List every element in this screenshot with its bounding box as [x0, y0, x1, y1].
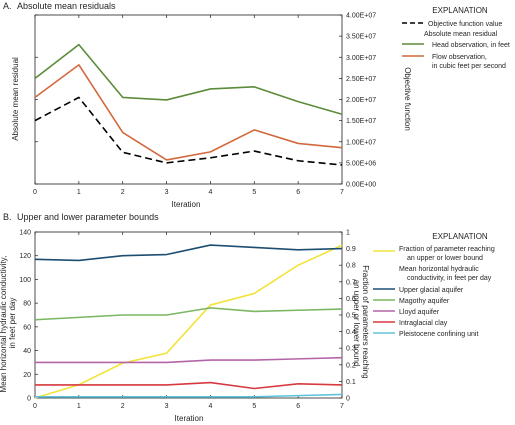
panel-b-y2-tick-label: 0.6: [346, 296, 356, 303]
panel-a-y2-tick-label: 3.50E+07: [346, 34, 376, 41]
legend-fraction-label-line1: Fraction of parameter reaching: [399, 246, 495, 253]
panel-b-legend-subhead-line2: conductivity, in feet per day: [407, 275, 492, 282]
panel-b-y-tick-label: 0: [27, 396, 31, 403]
panel-b-x-tick-label: 1: [77, 403, 81, 410]
panel-a-x-tick-label: 1: [77, 189, 81, 196]
panel-b-y2-tick-label: 0.3: [346, 346, 356, 353]
panel-b-xlabel: Iteration: [175, 414, 204, 423]
panel-a-y2-tick-label: 1.00E+07: [346, 139, 376, 146]
panel-a-x-tick-label: 2: [121, 189, 125, 196]
panel-b-legend-subhead-line1: Mean horizontal hydraulic: [399, 266, 479, 273]
panel-b-y-tick-label: 40: [23, 348, 31, 355]
panel-b-series-magothy-line: [34, 307, 343, 321]
panel-a-y2-tick-label: 5.00E+06: [346, 160, 376, 167]
panel-b-y2-tick-label: 0.7: [346, 279, 356, 286]
legend-magothy-label: Magothy aquifer: [399, 298, 450, 305]
panel-a-y2-tick-label: 2.50E+07: [346, 76, 376, 83]
legend-pleistocene-label: Pleistocene confining unit: [399, 331, 478, 338]
panel-b-series-fraction-line: [34, 244, 343, 399]
panel-b-x-tick-label: 0: [33, 403, 37, 410]
legend-objective-label: Objective function value: [428, 21, 502, 28]
legend-lloyd-label: Lloyd aquifer: [399, 309, 440, 316]
panel-b-x-tick-label: 4: [208, 403, 212, 410]
legend-flow-label: Flow observation, in cubic feet per seco…: [432, 54, 506, 70]
panel-b-legend-subhead: Mean horizontal hydraulic conductivity, …: [399, 266, 492, 282]
panel-b-x-tick-label: 3: [165, 403, 169, 410]
legend-flow-label-line2: in cubic feet per second: [432, 63, 506, 70]
panel-b-series-intraglacial-line: [35, 381, 343, 390]
panel-a-series-head-line: [34, 43, 343, 116]
panel-a-x-tick-label: 3: [165, 189, 169, 196]
panel-a-y2-tick-label: 2.00E+07: [346, 97, 376, 104]
panel-b-y2-tick-label: 0.5: [346, 313, 356, 320]
panel-b-y-tick-label: 120: [19, 253, 31, 260]
panel-a-legend-subhead: Absolute mean residual: [424, 31, 498, 38]
panel-b-series-lloyd-line: [35, 356, 343, 364]
panel-b-y2-tick-label: 0.1: [346, 379, 356, 386]
panel-a-y2-tick-label: 4.00E+07: [346, 13, 376, 20]
legend-fraction-label: Fraction of parameter reaching an upper …: [399, 246, 497, 262]
panel-a-y2-tick-label: 3.00E+07: [346, 55, 376, 62]
panel-b-series-pleistocene-line: [35, 393, 343, 398]
panel-b-x-tick-label: 6: [296, 403, 300, 410]
legend-fraction-label-line2: an upper or lower bound: [407, 255, 483, 262]
panel-b-y-tick-label: 80: [23, 301, 31, 308]
panel-a-x-tick-label: 5: [252, 189, 256, 196]
legend-flow-label-line1: Flow observation,: [432, 54, 487, 61]
panel-b-y-tick-label: 60: [23, 324, 31, 331]
legend-intraglacial-label: Intraglacial clay: [399, 320, 448, 327]
panel-b-y2-tick-label: 0.4: [346, 329, 356, 336]
panel-b-series-upper-glacial-line: [34, 244, 343, 262]
panel-a-x-tick-label: 6: [296, 189, 300, 196]
panel-b-y2-tick-label: 0.2: [346, 362, 356, 369]
panel-b-legend: EXPLANATION Fraction of parameter reachi…: [373, 232, 497, 338]
panel-b-ylabel-line1: Mean horizontal hydraulic conductivity,: [0, 256, 8, 393]
panel-a-ylabel: Absolute mean residual: [11, 57, 20, 141]
panel-b-title: Upper and lower parameter bounds: [17, 212, 159, 222]
panel-b-plot-frame: [34, 231, 343, 399]
panel-a-legend: EXPLANATION Objective function value Abs…: [402, 6, 510, 70]
panel-a-x-tick-label: 7: [340, 189, 344, 196]
panel-b-y-tick-label: 100: [19, 277, 31, 284]
panel-a-y2-tick-label: 0.00E+00: [346, 182, 376, 189]
panel-a-title: Absolute mean residuals: [17, 1, 116, 11]
panel-b-y2-tick-label: 1: [346, 230, 350, 237]
panel-b-y2-tick-label: 0.9: [346, 246, 356, 253]
panel-a-x-tick-label: 0: [33, 189, 37, 196]
panel-b-ylabel-line2: in feet per day: [8, 298, 17, 349]
panel-a-series-flow-line: [34, 64, 343, 161]
panel-b-x-tick-label: 7: [340, 403, 344, 410]
panel-b-y2label-line2: an upper or lower bound: [352, 280, 361, 367]
panel-b-y2-tick-label: 0.8: [346, 263, 356, 270]
panel-b-y2label: Fraction of parameters reaching an upper…: [352, 265, 370, 381]
panel-b-legend-title: EXPLANATION: [432, 232, 488, 241]
panel-a-xlabel: Iteration: [172, 200, 201, 209]
panel-a-x-tick-label: 4: [208, 189, 212, 196]
panel-b-x-tick-label: 2: [121, 403, 125, 410]
legend-upper-glacial-label: Upper glacial aquifer: [399, 287, 464, 294]
panel-a-series-objective-line: [34, 96, 343, 166]
panel-b-ylabel: Mean horizontal hydraulic conductivity, …: [0, 253, 17, 392]
panel-b-y2-tick-label: 0: [346, 396, 350, 403]
panel-b-x-tick-label: 5: [252, 403, 256, 410]
panel-b-y-tick-label: 20: [23, 372, 31, 379]
panel-a-plot: 0 1 2 3 4 5 6 70.00E+00 5.00E+06 1.00E+07 1.50E+07…: [33, 13, 376, 197]
panel-b-plot: 0 1 2 3 4 5 6 702040608010012014000.10.20.30.40…: [19, 230, 356, 411]
panel-a-y2-tick-label: 1.50E+07: [346, 118, 376, 125]
panel-b-letter: B.: [3, 212, 12, 222]
legend-head-label: Head observation, in feet: [432, 42, 510, 49]
panel-a-y2label: Objective function: [403, 67, 412, 131]
panel-a-letter: A.: [3, 1, 12, 11]
panel-b-y-tick-label: 140: [19, 230, 31, 237]
panel-a-legend-title: EXPLANATION: [432, 6, 488, 15]
panel-b-y2label-line1: Fraction of parameters reaching: [361, 265, 370, 378]
panel-a-plot-frame: [34, 14, 343, 185]
